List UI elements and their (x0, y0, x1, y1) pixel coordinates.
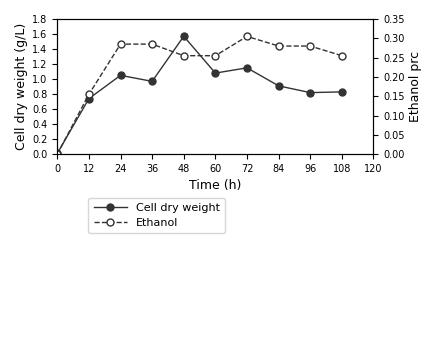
Cell dry weight (244, 66, 250, 70)
Ethanol (276, 44, 281, 48)
Ethanol (213, 54, 218, 58)
Line: Ethanol: Ethanol (54, 33, 345, 158)
Legend: Cell dry weight, Ethanol: Cell dry weight, Ethanol (88, 198, 225, 233)
Y-axis label: Ethanol prc: Ethanol prc (409, 51, 422, 122)
Cell dry weight (181, 34, 186, 38)
Ethanol (149, 42, 155, 46)
Cell dry weight (86, 96, 91, 101)
Cell dry weight (276, 84, 281, 88)
Ethanol (339, 54, 344, 58)
Cell dry weight (55, 151, 60, 156)
Cell dry weight (149, 79, 155, 84)
Cell dry weight (213, 71, 218, 75)
X-axis label: Time (h): Time (h) (189, 180, 242, 192)
Cell dry weight (308, 90, 313, 95)
Ethanol (244, 34, 250, 39)
Ethanol (181, 54, 186, 58)
Y-axis label: Cell dry weight (g/L): Cell dry weight (g/L) (15, 23, 28, 150)
Cell dry weight (118, 73, 123, 77)
Line: Cell dry weight: Cell dry weight (54, 33, 345, 157)
Ethanol (308, 44, 313, 48)
Ethanol (118, 42, 123, 46)
Cell dry weight (339, 90, 344, 94)
Ethanol (86, 92, 91, 96)
Ethanol (55, 152, 60, 156)
